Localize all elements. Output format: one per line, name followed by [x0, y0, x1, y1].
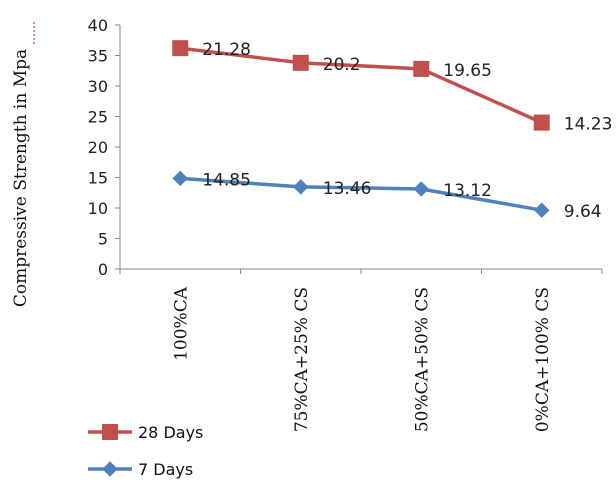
data-point	[172, 40, 189, 57]
y-tick-label: 10	[88, 199, 108, 218]
y-tick-label: 40	[88, 16, 108, 35]
data-label: 14.85	[202, 170, 251, 190]
data-label: 21.28	[202, 40, 251, 60]
y-tick-label: 20	[88, 138, 108, 157]
legend-label: 28 Days	[138, 423, 203, 442]
data-point	[413, 60, 430, 77]
y-tick-label: 30	[88, 77, 108, 96]
x-category-label: 0%CA+100% CS	[533, 287, 553, 432]
x-category-label: 50%CA+50% CS	[412, 287, 432, 432]
y-tick-label: 25	[88, 108, 108, 127]
y-tick-label: 5	[98, 230, 108, 249]
legend-marker	[102, 424, 118, 440]
y-tick-label: 35	[88, 47, 108, 66]
data-point	[413, 181, 429, 197]
data-point	[292, 54, 309, 71]
data-label: 19.65	[443, 61, 492, 81]
y-tick-label: 0	[98, 260, 108, 279]
data-label: 9.64	[564, 202, 602, 222]
data-point	[534, 202, 550, 218]
series-group: 21.28 20.2 19.65 14.23 14.85 13.46 13.12 9.64	[172, 40, 613, 222]
data-label: 14.23	[564, 115, 613, 135]
data-point	[172, 170, 188, 187]
y-axis-title: Compressive Strength in Mpa	[11, 49, 31, 307]
data-label: 13.12	[443, 181, 492, 201]
data-label: 20.2	[323, 55, 361, 75]
series-line	[180, 176, 543, 212]
data-label: 13.46	[323, 179, 372, 199]
legend: 28 Days 7 Days	[88, 423, 203, 479]
y-axis-ticks: 0 5 10 15 20 25 30 35 40	[88, 16, 120, 279]
y-tick-label: 15	[88, 169, 108, 188]
data-point	[533, 114, 550, 131]
legend-label: 7 Days	[138, 460, 193, 479]
data-point	[293, 179, 309, 195]
legend-marker	[102, 461, 118, 477]
x-axis-categories: 100%CA 75%CA+25% CS 50%CA+50% CS 0%CA+100% …	[119, 269, 603, 432]
x-category-label: 100%CA	[171, 286, 191, 361]
series-line	[180, 46, 543, 125]
x-category-label: 75%CA+25% CS	[292, 287, 312, 432]
